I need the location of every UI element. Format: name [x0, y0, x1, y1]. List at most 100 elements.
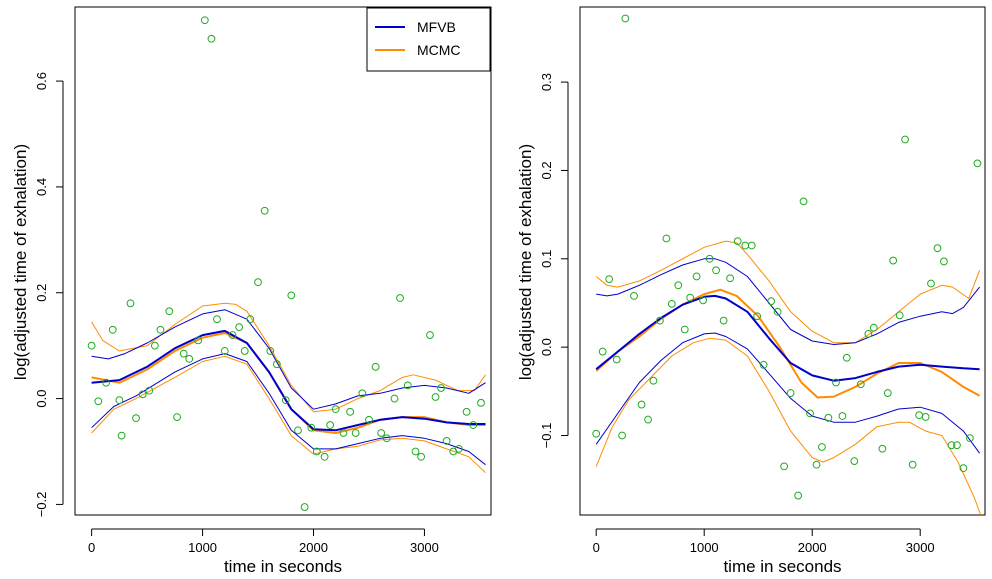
panel2-y-tick-label: 0.1 [539, 250, 554, 268]
panel1-data-point [235, 323, 244, 332]
panel2-mfvb-fit-line [595, 294, 980, 382]
panel1-data-point [411, 447, 420, 456]
panel2-data-point [940, 257, 948, 266]
panel1-data-point [281, 396, 290, 405]
panel2-data-point [598, 347, 607, 356]
panel2-data-point [692, 272, 701, 281]
panel1-legend-label-mcmc: MCMC [417, 42, 461, 58]
panel2-data-point [667, 299, 676, 308]
panel2-data-point [908, 460, 917, 469]
panel2-data-point [705, 254, 714, 263]
panel1-data-point [307, 423, 316, 432]
panel2-data-point [812, 460, 821, 469]
panel2-data-point [656, 316, 664, 325]
panel1-data-point [326, 421, 335, 429]
panel2-data-point [959, 464, 968, 473]
panel1-legend-box [366, 7, 491, 72]
panel2-y-tick-label: 0.2 [539, 161, 554, 179]
panel2-data-point [759, 360, 768, 369]
panel1-data-point [287, 291, 296, 300]
panel2-data-point [680, 325, 689, 334]
panel1-data-point [377, 429, 386, 437]
panel1-mfvb-fit-line [91, 329, 486, 432]
panel2-data-point [686, 293, 695, 302]
panel1-y-tick-label: 0.0 [34, 390, 49, 408]
panel1-data-point [365, 415, 373, 424]
panel1-y-tick-label: 0.2 [34, 284, 49, 302]
panel1-data-point [213, 315, 221, 324]
panel1-data-point [108, 325, 117, 334]
panel1-data-point [173, 413, 181, 422]
panel1-data-point [156, 325, 165, 334]
panel1-data-point [272, 360, 281, 369]
panel1-data-point [228, 331, 237, 339]
panel2-data-point [953, 441, 961, 450]
panel1-data-point [426, 331, 434, 339]
panel1-data-point [431, 393, 440, 401]
panel2-data-point [747, 241, 756, 250]
panel1-data-point [403, 381, 412, 390]
panel2-data-point [895, 311, 904, 320]
panel2-x-tick-label: 2000 [798, 540, 827, 555]
panel1-data-point [200, 16, 209, 25]
panel1-data-point [294, 426, 302, 435]
panel2-x-tick-label: 3000 [906, 540, 935, 555]
panel1-data-point [417, 452, 426, 461]
panel1-mcmc-upper-line [91, 302, 486, 413]
panel2-data-point [637, 400, 646, 409]
panel1-x-tick-label: 1000 [188, 540, 217, 555]
panel2-data-point [901, 135, 909, 144]
panel2-data-point [889, 256, 898, 265]
panel1-data-point [150, 341, 159, 350]
panel2-data-point [780, 462, 789, 471]
panel2-y-axis-label: log(adjusted time of exhalation) [516, 144, 535, 380]
panel2-data-point [973, 159, 982, 168]
panel2-y-tick-label: −0.1 [539, 423, 554, 449]
panel1-data-point [260, 206, 269, 215]
panel1-data-point [371, 362, 380, 371]
panel1-mcmc-lower-line [91, 355, 486, 474]
panel1-data-point [442, 437, 451, 445]
panel1-data-point [207, 34, 216, 43]
panel2-mfvb-lower-line [595, 332, 981, 454]
panel2-data-point [927, 279, 935, 288]
panel2-mcmc-upper-line [595, 240, 981, 344]
panel1-legend-label-mfvb: MFVB [417, 19, 456, 35]
panel2-data-point [921, 413, 930, 421]
panel2-data-point [799, 197, 808, 206]
panel2-data-point [786, 389, 795, 397]
panel2-data-point [699, 296, 708, 305]
panel1-data-point [331, 405, 340, 414]
panel1-data-point [185, 354, 194, 363]
panel1-data-point [94, 397, 103, 406]
panel1-data-point [254, 278, 262, 287]
panel2-data-point [644, 415, 652, 424]
panel2-data-point [726, 274, 735, 283]
panel1-data-point [320, 452, 329, 461]
panel2-data-point [753, 312, 762, 321]
panel2-data-point [621, 14, 630, 23]
panel2-data-point [773, 307, 782, 316]
panel2-data-point [842, 353, 851, 362]
panel1-data-point [165, 307, 174, 316]
panel2-data-point [662, 234, 671, 243]
panel1-data-point [339, 429, 348, 437]
panel2-data-point [818, 443, 826, 451]
panel1-data-point [194, 336, 203, 345]
panel2-data-point [965, 434, 974, 443]
panel1-data-point [351, 429, 360, 437]
panel2-plot-frame [579, 6, 986, 516]
panel2-x-axis-label: time in seconds [723, 557, 841, 576]
panel1-data-point [358, 389, 367, 398]
panel1-data-point [454, 444, 463, 453]
panel2-mfvb-upper-line [596, 258, 980, 345]
panel1-x-tick-label: 2000 [299, 540, 328, 555]
panel1-data-point [312, 447, 321, 456]
panel1-data-point [390, 394, 399, 403]
panel2-data-point [649, 376, 658, 385]
panel2-data-point [794, 491, 803, 500]
panel1-x-tick-label: 0 [88, 540, 95, 555]
panel1-data-point [102, 378, 110, 387]
panel2-data-point [806, 409, 814, 418]
